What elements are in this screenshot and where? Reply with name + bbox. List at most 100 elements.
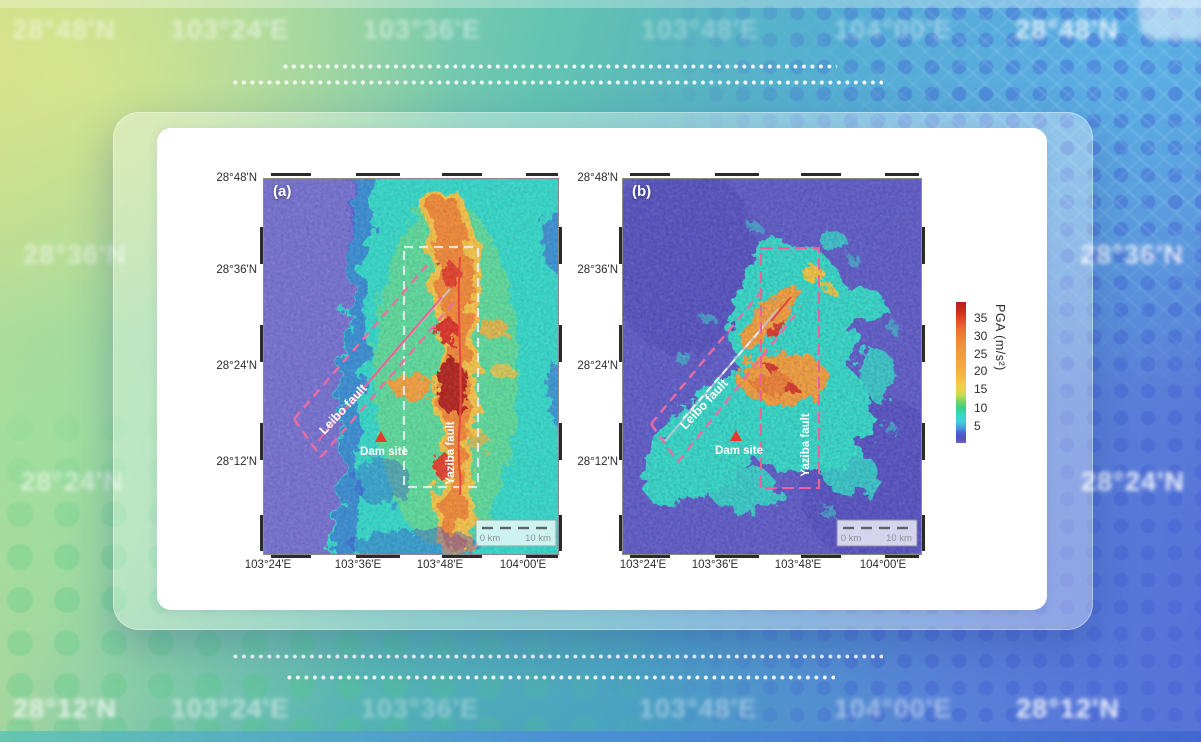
bg-coord-label: 103°36'E bbox=[360, 693, 480, 724]
pga-colorbar bbox=[956, 302, 966, 443]
colorbar-tick-label: 35 bbox=[974, 311, 988, 325]
colorbar-tick-label: 10 bbox=[974, 401, 988, 415]
bg-coord-label: 104°00'E bbox=[833, 693, 953, 724]
bg-coord-label: 28°36'N bbox=[1080, 239, 1184, 270]
yaziba-fault-label: Yaziba fault bbox=[800, 413, 812, 476]
map-frame-tick bbox=[715, 555, 759, 558]
bottom-blue-strip bbox=[0, 731, 1201, 742]
fault-zone-outline bbox=[320, 298, 458, 458]
scalebar-ten-label: 10 km bbox=[525, 533, 551, 544]
map-frame-tick bbox=[715, 173, 759, 176]
figure-panel: 28°48'N 28°36'N 28°24'N 28°12'N 103°24'E… bbox=[157, 128, 1047, 610]
pga-map-panel-a: (a) bbox=[260, 173, 562, 558]
bg-coord-label: 28°36'N bbox=[23, 239, 127, 270]
bg-coord-label: 103°36'E bbox=[362, 14, 482, 45]
fault-zone-outline bbox=[677, 314, 796, 463]
axis-tick-label: 28°48'N bbox=[577, 172, 618, 184]
axis-tick-label: 104°00'E bbox=[859, 559, 907, 571]
map-frame-tick bbox=[260, 423, 263, 460]
map-frame-tick bbox=[801, 173, 841, 176]
axis-tick-label: 28°36'N bbox=[577, 264, 618, 276]
colorbar-tick-label: 30 bbox=[974, 329, 988, 343]
yaziba-fault-label: Yaziba fault bbox=[445, 421, 457, 484]
map-frame-tick bbox=[442, 173, 482, 176]
bg-coord-label: 28°12'N bbox=[13, 693, 117, 724]
axis-tick-label: 103°36'E bbox=[334, 559, 382, 571]
map-frame-tick bbox=[885, 555, 919, 558]
bg-coord-label: 103°48'E bbox=[640, 14, 760, 45]
axis-tick-label: 103°48'E bbox=[416, 559, 464, 571]
map-frame-tick bbox=[801, 555, 841, 558]
axis-tick-label: 28°12'N bbox=[577, 456, 618, 468]
dam-site-label: Dam site bbox=[360, 446, 408, 458]
map-frame-tick bbox=[526, 555, 558, 558]
scalebar-ten-label: 10 km bbox=[886, 533, 912, 544]
colorbar-tick-label: 25 bbox=[974, 347, 988, 361]
fault-trace-dashed bbox=[682, 326, 764, 420]
map-frame-tick bbox=[260, 515, 263, 551]
bg-coord-label: 104°00'E bbox=[833, 14, 953, 45]
colorbar-title: PGA (m/s²) bbox=[993, 304, 1007, 371]
bg-coord-label: 103°24'E bbox=[170, 693, 290, 724]
map-frame-tick bbox=[356, 555, 400, 558]
axis-tick-label: 28°24'N bbox=[216, 360, 257, 372]
map-frame-tick bbox=[885, 173, 919, 176]
panel-tag-b: (b) bbox=[632, 183, 652, 200]
fault-zone-outline bbox=[293, 264, 428, 420]
map-frame-tick bbox=[356, 173, 400, 176]
scalebar-zero-label: 0 km bbox=[841, 533, 862, 544]
colorbar-tick-label: 20 bbox=[974, 364, 988, 378]
scalebar-zero-label: 0 km bbox=[480, 533, 501, 544]
pga-heatmap-b: Leibo fault Yaziba fault Dam site 0 km 1… bbox=[623, 179, 921, 554]
map-frame-tick bbox=[260, 325, 263, 362]
bg-coord-label: 103°24'E bbox=[170, 14, 290, 45]
dotted-divider bbox=[283, 64, 837, 69]
colorbar-tick-label: 5 bbox=[974, 419, 981, 433]
axis-tick-label: 103°24'E bbox=[619, 559, 667, 571]
scalebar: 0 km 10 km bbox=[836, 519, 918, 547]
map-frame-tick bbox=[442, 555, 482, 558]
map-frame-tick bbox=[619, 325, 622, 362]
axis-tick-label: 103°36'E bbox=[691, 559, 739, 571]
bg-coord-label: 28°48'N bbox=[1015, 14, 1119, 45]
axis-tick-label: 28°12'N bbox=[216, 456, 257, 468]
map-frame-tick bbox=[922, 423, 925, 460]
fault-zone-outline bbox=[293, 418, 322, 458]
bg-coord-label: 28°48'N bbox=[12, 14, 116, 45]
map-frame-tick bbox=[260, 227, 263, 264]
axis-tick-label: 104°00'E bbox=[499, 559, 547, 571]
yaziba-fault-box bbox=[760, 247, 820, 489]
map-frame-tick bbox=[922, 227, 925, 264]
scalebar: 0 km 10 km bbox=[475, 519, 557, 547]
leibo-fault-trace bbox=[770, 296, 792, 322]
fault-zone-outline bbox=[650, 423, 679, 463]
axis-tick-label: 28°24'N bbox=[577, 360, 618, 372]
map-frame-tick bbox=[559, 423, 562, 460]
bg-coord-label: 28°24'N bbox=[20, 466, 124, 497]
top-light-strip bbox=[0, 0, 1201, 8]
pga-map-panel-b: (b) bbox=[619, 173, 925, 558]
map-frame-tick bbox=[619, 515, 622, 551]
map-frame-tick bbox=[922, 325, 925, 362]
leibo-fault-trace bbox=[317, 296, 443, 442]
corner-highlight bbox=[1139, 0, 1201, 40]
map-frame-tick bbox=[922, 515, 925, 551]
bg-coord-label: 28°12'N bbox=[1016, 693, 1120, 724]
map-frame-tick bbox=[271, 173, 311, 176]
axis-tick-label: 28°48'N bbox=[216, 172, 257, 184]
map-frame-tick bbox=[619, 423, 622, 460]
bg-coord-label: 28°24'N bbox=[1081, 466, 1185, 497]
dotted-divider bbox=[287, 675, 835, 680]
map-frame-tick bbox=[630, 173, 670, 176]
dotted-divider bbox=[233, 654, 883, 659]
dam-site-marker-icon bbox=[730, 430, 742, 441]
figure-card: 28°48'N 28°36'N 28°24'N 28°12'N 103°24'E… bbox=[113, 112, 1093, 630]
pga-heatmap-a: Leibo fault Yaziba fault Dam site 0 km 1… bbox=[264, 179, 558, 554]
map-frame-tick bbox=[559, 325, 562, 362]
map-frame-tick bbox=[559, 515, 562, 551]
bg-coord-label: 103°48'E bbox=[638, 693, 758, 724]
dam-site-label: Dam site bbox=[715, 445, 763, 457]
map-frame-tick bbox=[619, 227, 622, 264]
study-area-outline bbox=[402, 245, 480, 489]
